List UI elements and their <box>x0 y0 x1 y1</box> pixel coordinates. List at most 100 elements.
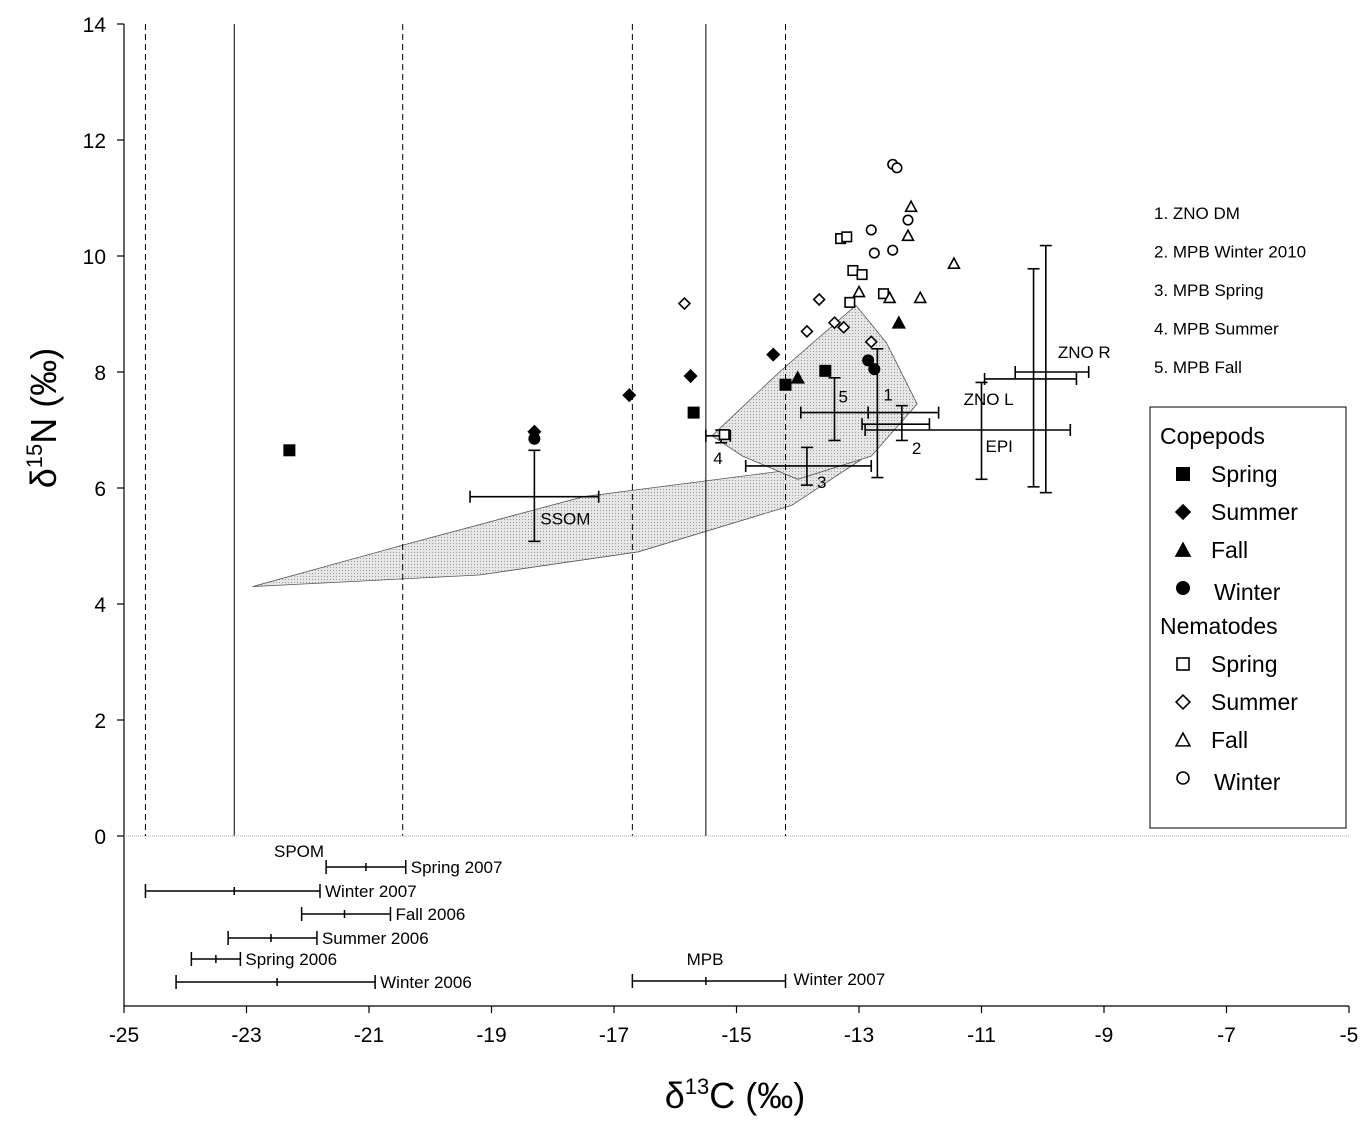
legend-group-title: Nematodes <box>1160 613 1278 639</box>
range-label: Winter 2007 <box>325 882 417 901</box>
legend-group-title: Copepods <box>1160 423 1265 449</box>
error-cross: ZNO L <box>964 267 1078 488</box>
data-point <box>812 292 826 307</box>
range-label: Summer 2006 <box>322 929 429 948</box>
numbered-legend-item: 4. MPB Summer <box>1154 320 1279 339</box>
data-point <box>891 315 906 329</box>
data-point <box>841 231 853 243</box>
x-tick-label: -15 <box>721 1024 751 1047</box>
range-label: Fall 2006 <box>395 905 465 924</box>
spom-range: Winter 2007 <box>144 882 417 901</box>
series-copepods-fall <box>790 315 906 384</box>
data-point <box>902 214 914 226</box>
y-axis-title-sup: 15 <box>22 444 47 468</box>
numbered-legend-item: 3. MPB Spring <box>1154 281 1264 300</box>
x-tick-label: -7 <box>1217 1024 1236 1047</box>
data-point <box>847 264 859 277</box>
data-point <box>868 247 880 259</box>
series-copepods-summer <box>527 347 781 439</box>
data-point <box>528 432 541 445</box>
data-point <box>766 347 781 362</box>
axis-titles: δ13C (‰) δ15N (‰) <box>22 348 805 1116</box>
x-tick-label: -23 <box>231 1024 261 1047</box>
series-nematodes-fall <box>852 199 961 304</box>
legend-item: Spring <box>1176 461 1277 487</box>
error-cross-label: SSOM <box>540 510 590 529</box>
y-tick-label: 14 <box>83 14 107 37</box>
data-point <box>856 269 868 281</box>
error-cross: 2 <box>861 404 931 458</box>
data-point <box>864 335 878 349</box>
range-label: Spring 2006 <box>245 950 337 969</box>
y-tick-label: 0 <box>94 826 106 849</box>
error-cross-label: 1 <box>883 386 892 405</box>
series-copepods-winter <box>528 354 881 445</box>
legend-item: Fall <box>1174 727 1248 753</box>
data-point <box>868 363 881 376</box>
data-point <box>779 378 792 391</box>
spom-range: Fall 2006 <box>300 905 465 924</box>
error-cross-label: 5 <box>839 388 848 407</box>
legend-marker <box>1176 467 1190 481</box>
range-label: Winter 2007 <box>794 970 886 989</box>
error-cross-label: 4 <box>713 449 722 468</box>
spom-range: Summer 2006 <box>227 929 429 948</box>
error-cross-label: 2 <box>912 439 921 458</box>
mpb-range: MPB Winter 2007 <box>631 950 886 989</box>
error-cross: SSOM <box>469 449 600 543</box>
x-tick-label: -17 <box>599 1024 629 1047</box>
legend-item-label: Fall <box>1211 537 1248 563</box>
data-point <box>852 284 866 298</box>
y-tick-label: 4 <box>94 594 106 617</box>
legend-item: Fall <box>1174 537 1248 563</box>
mpb-label: MPB <box>687 950 724 969</box>
numbered-legend-item: 2. MPB Winter 2010 <box>1154 243 1306 262</box>
legend-item-label: Spring <box>1211 461 1277 487</box>
x-axis-title-rest: C (‰) <box>709 1075 805 1116</box>
x-axis-title-sup: 13 <box>685 1074 709 1099</box>
vertical-reference-lines <box>144 24 786 836</box>
data-point <box>837 320 851 334</box>
spom-range: Spring 2007 <box>325 858 503 877</box>
x-axis-title: δ13C (‰) <box>665 1074 806 1116</box>
data-point <box>865 224 877 236</box>
range-label: Spring 2007 <box>411 858 503 877</box>
error-crosses: SSOM 5 1 2 3 4 EPI ZNO L ZNO R <box>469 244 1111 543</box>
data-point <box>800 324 814 338</box>
shaded-regions <box>252 304 918 587</box>
spom-label: SPOM <box>274 842 324 861</box>
data-point <box>622 388 637 403</box>
error-cross: ZNO R <box>1014 244 1111 494</box>
marker-legend: Copepods Spring Summer Fall Winter Nematodes S… <box>1149 406 1347 829</box>
numbered-legend-item: 1. ZNO DM <box>1154 204 1240 223</box>
series-nematodes-summer <box>677 292 878 349</box>
legend-item-label: Spring <box>1211 651 1277 677</box>
legend-item-label: Summer <box>1211 689 1298 715</box>
legend-item-label: Winter <box>1214 579 1281 605</box>
error-cross-label: ZNO L <box>964 390 1014 409</box>
y-tick-label: 2 <box>94 710 106 733</box>
data-point <box>947 256 961 269</box>
legend-item: Spring <box>1176 651 1277 677</box>
legend-item-label: Fall <box>1211 727 1248 753</box>
x-tick-label: -11 <box>967 1024 996 1047</box>
spom-mpb-ranges: SPOM Spring 2007 Winter 2007 Fall 2006 Summe… <box>144 842 886 992</box>
data-point <box>862 354 875 367</box>
data-point <box>819 364 832 377</box>
y-tick-label: 12 <box>83 130 106 153</box>
series-copepods-spring <box>283 364 832 457</box>
legend-marker <box>1174 503 1192 521</box>
legend-marker <box>1176 657 1190 671</box>
error-cross-label: ZNO R <box>1058 343 1111 362</box>
y-tick-label: 10 <box>83 246 106 269</box>
x-tick-label: -21 <box>354 1024 384 1047</box>
data-point <box>882 290 897 304</box>
data-point <box>904 199 918 213</box>
error-cross-label: 3 <box>817 473 826 492</box>
x-tick-label: -5 <box>1340 1024 1359 1047</box>
data-point <box>283 444 296 457</box>
numbered-legend: 1. ZNO DM 2. MPB Winter 2010 3. MPB Spring… <box>1154 204 1306 377</box>
legend-marker <box>1176 581 1190 595</box>
